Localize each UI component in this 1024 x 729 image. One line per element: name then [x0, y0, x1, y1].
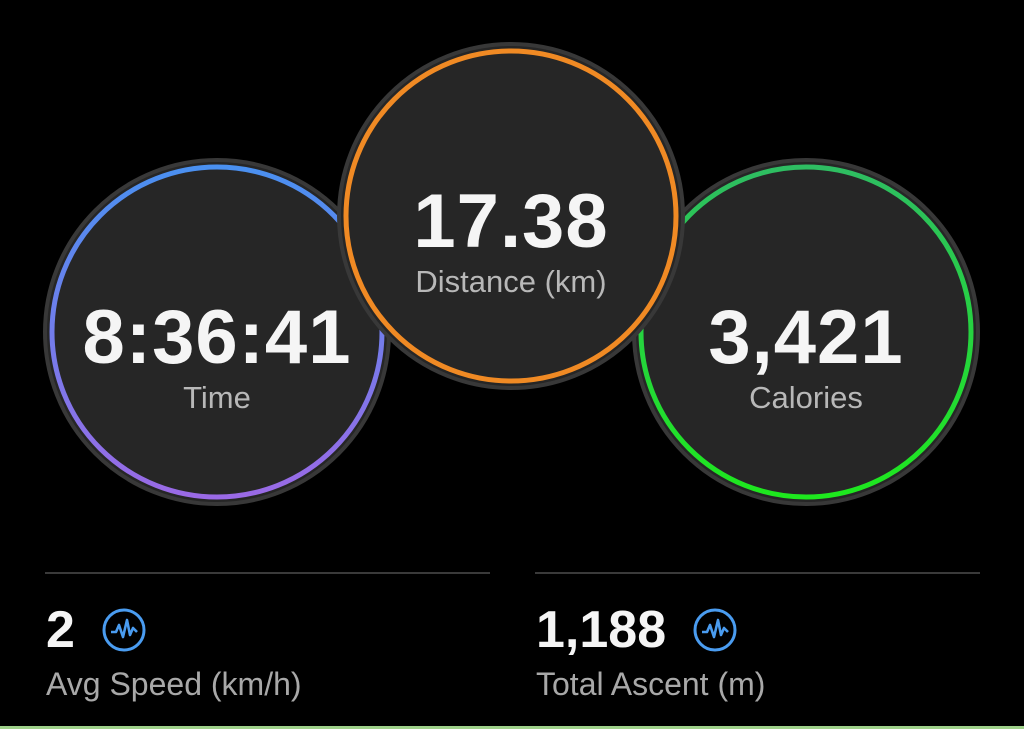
distance-value: 17.38: [413, 179, 609, 264]
total-ascent-value: 1,188: [536, 601, 667, 659]
activity-pulse-icon[interactable]: [692, 607, 738, 653]
distance-label: Distance (km): [415, 264, 607, 299]
divider-right: [535, 572, 980, 574]
time-label: Time: [183, 380, 251, 415]
time-ring: 8:36:41 Time: [43, 158, 391, 506]
distance-ring: 17.38 Distance (km): [337, 42, 685, 390]
calories-ring: 3,421 Calories: [632, 158, 980, 506]
avg-speed-stat: 2 Avg Speed (km/h): [46, 600, 302, 703]
total-ascent-stat: 1,188 Total Ascent (m): [536, 600, 765, 703]
calories-label: Calories: [749, 380, 863, 415]
time-value: 8:36:41: [82, 295, 352, 380]
distance-ring-graphic: [337, 42, 685, 390]
calories-ring-graphic: [632, 158, 980, 506]
divider-left: [45, 572, 490, 574]
bottom-edge: [0, 726, 1024, 729]
avg-speed-value: 2: [46, 601, 75, 659]
avg-speed-label: Avg Speed (km/h): [46, 666, 302, 702]
total-ascent-label: Total Ascent (m): [536, 666, 766, 702]
calories-value: 3,421: [708, 295, 904, 380]
activity-pulse-icon[interactable]: [101, 607, 147, 653]
